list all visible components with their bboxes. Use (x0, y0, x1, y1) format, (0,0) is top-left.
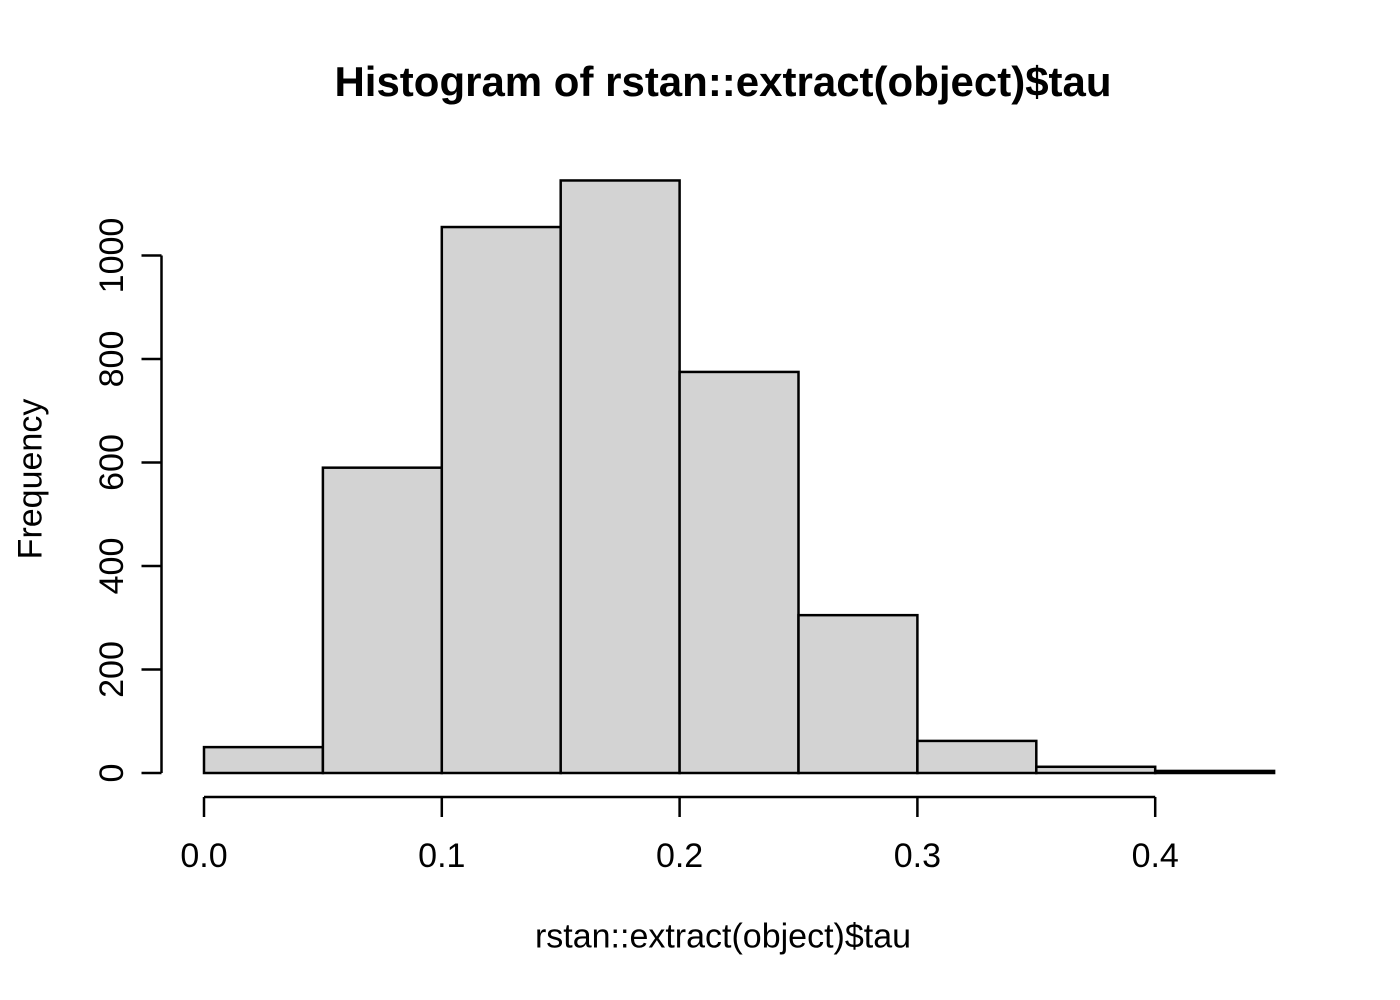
histogram-bar (440, 225, 562, 775)
x-axis-label: rstan::extract(object)$tau (534, 917, 912, 956)
x-tick-label: 0.3 (894, 837, 941, 875)
y-tick-label: 400 (93, 538, 131, 595)
chart-title: Histogram of rstan::extract(object)$tau (334, 58, 1112, 105)
histogram-bar (321, 466, 444, 775)
x-tick-label: 0.0 (180, 837, 227, 875)
x-axis (202, 795, 1157, 817)
y-tick-label: 600 (93, 434, 131, 491)
histogram-bar (797, 613, 919, 775)
x-tick-label: 0.4 (1132, 837, 1179, 875)
histogram-bars (202, 179, 1276, 775)
y-tick-label: 200 (93, 641, 131, 698)
y-axis (141, 254, 163, 775)
y-tick-label: 0 (93, 764, 131, 783)
x-tick-label: 0.2 (656, 837, 703, 875)
histogram-bar (202, 745, 325, 775)
y-tick-label: 1000 (93, 218, 131, 294)
y-tick-label: 800 (93, 331, 131, 388)
histogram-bar (678, 370, 800, 775)
x-tick-label: 0.1 (418, 837, 465, 875)
histogram-bar (559, 179, 681, 775)
histogram-bar (1035, 765, 1157, 775)
histogram-bar (1153, 769, 1276, 775)
histogram-bar (916, 739, 1038, 775)
